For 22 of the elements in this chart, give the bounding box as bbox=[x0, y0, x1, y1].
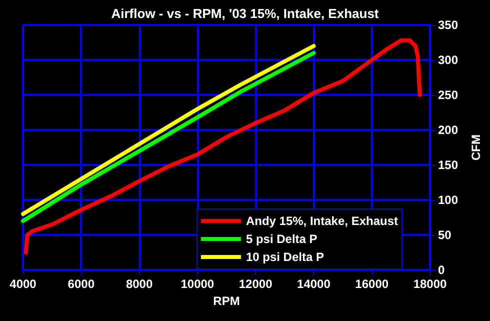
y-tick-label: 0 bbox=[438, 263, 445, 277]
x-tick-label: 18000 bbox=[413, 277, 448, 291]
legend-label: 10 psi Delta P bbox=[246, 250, 324, 264]
x-tick-label: 14000 bbox=[297, 277, 331, 291]
x-axis-title: RPM bbox=[213, 294, 240, 308]
legend-label: 5 psi Delta P bbox=[246, 232, 318, 246]
y-tick-label: 250 bbox=[438, 88, 458, 102]
y-tick-label: 150 bbox=[438, 158, 458, 172]
y-tick-label: 100 bbox=[438, 193, 458, 207]
x-tick-label: 4000 bbox=[10, 277, 37, 291]
legend-label: Andy 15%, Intake, Exhaust bbox=[246, 214, 398, 228]
y-axis-title: CFM bbox=[469, 134, 483, 160]
x-tick-label: 8000 bbox=[126, 277, 153, 291]
x-tick-label: 12000 bbox=[238, 277, 273, 291]
y-tick-label: 300 bbox=[438, 53, 458, 67]
y-tick-label: 200 bbox=[438, 123, 458, 137]
x-tick-label: 10000 bbox=[180, 277, 214, 291]
y-tick-label: 350 bbox=[438, 18, 458, 32]
x-tick-label: 6000 bbox=[68, 277, 95, 291]
chart-title: Airflow - vs - RPM, '03 15%, Intake, Exhaust bbox=[111, 6, 380, 21]
y-tick-label: 50 bbox=[438, 228, 452, 242]
x-tick-label: 16000 bbox=[355, 277, 389, 291]
